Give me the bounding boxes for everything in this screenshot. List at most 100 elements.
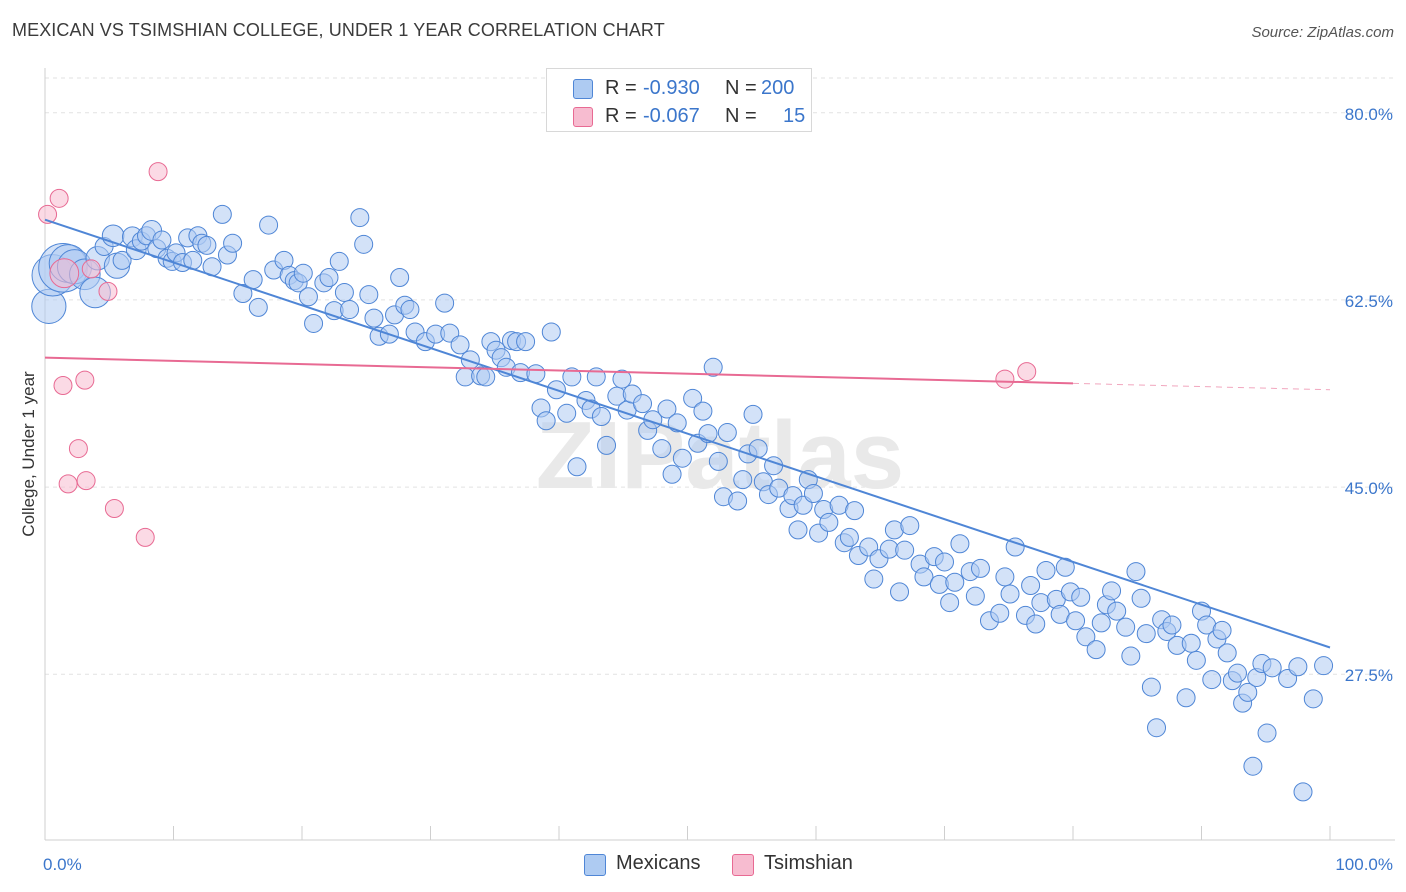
mexicans-point bbox=[1162, 615, 1182, 635]
legend-n-value: 15 bbox=[783, 105, 806, 127]
data-points bbox=[31, 162, 1334, 802]
legend-swatch-tsimshian bbox=[573, 107, 593, 127]
legend-n-label: N = bbox=[725, 105, 757, 127]
bottom-legend-swatch-mexicans bbox=[584, 854, 606, 876]
bottom-legend-label-tsimshian: Tsimshian bbox=[764, 852, 853, 874]
mexicans-point bbox=[248, 297, 268, 317]
y-axis-label: College, Under 1 year bbox=[19, 371, 38, 537]
mexicans-point bbox=[112, 250, 132, 270]
mexicans-point bbox=[683, 388, 703, 408]
mexicans-point bbox=[1102, 581, 1122, 601]
mexicans-point bbox=[845, 501, 865, 521]
mexicans-point bbox=[935, 552, 954, 572]
mexicans-point bbox=[1055, 557, 1075, 577]
mexicans-point bbox=[1076, 627, 1096, 647]
mexicans-point bbox=[1181, 633, 1201, 653]
mexicans-point bbox=[662, 464, 682, 484]
mexicans-point bbox=[1086, 640, 1106, 660]
mexicans-point bbox=[1005, 537, 1025, 557]
mexicans-point bbox=[1036, 561, 1056, 580]
x-tick-label: 100.0% bbox=[1335, 855, 1393, 874]
mexicans-point bbox=[995, 567, 1015, 587]
mexicans-point bbox=[1066, 611, 1086, 631]
gridlines bbox=[45, 77, 1395, 675]
tsimshian-point bbox=[75, 370, 95, 390]
tsimshian-point bbox=[104, 498, 124, 518]
mexicans-point bbox=[152, 230, 172, 250]
mexicans-point bbox=[728, 491, 748, 511]
mexicans-point bbox=[819, 512, 839, 532]
mexicans-point bbox=[1091, 613, 1111, 633]
mexicans-point bbox=[597, 435, 617, 455]
mexicans-point bbox=[970, 558, 990, 578]
mexicans-point bbox=[1121, 646, 1141, 666]
mexicans-point bbox=[340, 300, 360, 320]
legend-swatch-mexicans bbox=[573, 79, 593, 99]
mexicans-point bbox=[1141, 677, 1161, 697]
mexicans-point bbox=[212, 204, 232, 224]
tsimshian-point bbox=[1017, 362, 1037, 382]
mexicans-point bbox=[657, 399, 677, 419]
tsimshian-point bbox=[81, 259, 101, 279]
mexicans-point bbox=[298, 287, 318, 307]
mexicans-point bbox=[233, 284, 253, 304]
mexicans-point bbox=[1202, 670, 1222, 690]
mexicans-point bbox=[1107, 601, 1127, 621]
mexicans-point bbox=[319, 267, 339, 287]
mexicans-point bbox=[1212, 620, 1232, 640]
tsimshian-point bbox=[995, 369, 1015, 389]
mexicans-point bbox=[541, 322, 561, 342]
mexicans-point bbox=[890, 582, 910, 602]
mexicans-point bbox=[703, 357, 723, 377]
mexicans-point bbox=[672, 448, 692, 468]
mexicans-point bbox=[717, 423, 737, 443]
mexicans-point bbox=[633, 394, 653, 414]
mexicans-point bbox=[400, 300, 420, 320]
mexicans-point bbox=[293, 263, 313, 283]
mexicans-point bbox=[223, 233, 243, 253]
mexicans-point bbox=[803, 484, 823, 503]
tsimshian-trend-line-dashed bbox=[1072, 382, 1331, 391]
mexicans-point bbox=[476, 367, 496, 387]
tsimshian-point bbox=[76, 471, 96, 491]
mexicans-point bbox=[1314, 656, 1334, 676]
mexicans-point bbox=[557, 403, 577, 423]
mexicans-point bbox=[895, 540, 915, 560]
mexicans-point bbox=[900, 516, 920, 536]
mexicans-point bbox=[965, 586, 985, 606]
mexicans-point bbox=[1217, 643, 1237, 663]
mexicans-point bbox=[1071, 587, 1091, 607]
mexicans-point bbox=[1257, 723, 1277, 743]
mexicans-point bbox=[450, 335, 470, 355]
mexicans-point bbox=[1136, 624, 1156, 644]
mexicans-point bbox=[1000, 584, 1020, 604]
legend-r-label: R = bbox=[605, 105, 637, 127]
tsimshian-point bbox=[135, 527, 155, 547]
mexicans-point bbox=[1238, 682, 1258, 702]
tick-labels: 80.0% 62.5% 45.0% 27.5% 0.0% 100.0% bbox=[43, 105, 1393, 874]
mexicans-point bbox=[1303, 689, 1323, 709]
mexicans-point bbox=[990, 603, 1010, 623]
mexicans-point bbox=[1131, 588, 1151, 608]
chart-source: Source: ZipAtlas.com bbox=[1251, 24, 1394, 41]
mexicans-point bbox=[950, 534, 970, 554]
mexicans-point bbox=[390, 267, 410, 287]
mexicans-point bbox=[693, 401, 713, 421]
mexicans-point bbox=[914, 567, 934, 587]
mexicans-point bbox=[329, 251, 349, 271]
mexicans-point bbox=[354, 234, 374, 254]
mexicans-point bbox=[359, 285, 379, 305]
tsimshian-point bbox=[49, 258, 80, 289]
tsimshian-point bbox=[53, 375, 73, 395]
mexicans-point bbox=[567, 457, 587, 477]
mexicans-point bbox=[304, 313, 324, 333]
bottom-legend-swatch-tsimshian bbox=[732, 854, 754, 876]
mexicans-point bbox=[1176, 688, 1196, 708]
mexicans-point bbox=[1031, 593, 1051, 613]
mexicans-point bbox=[864, 569, 884, 589]
mexicans-point bbox=[1243, 756, 1263, 776]
tsimshian-point bbox=[38, 204, 58, 224]
legend-r-value: -0.067 bbox=[643, 105, 700, 127]
mexicans-point bbox=[743, 404, 763, 424]
